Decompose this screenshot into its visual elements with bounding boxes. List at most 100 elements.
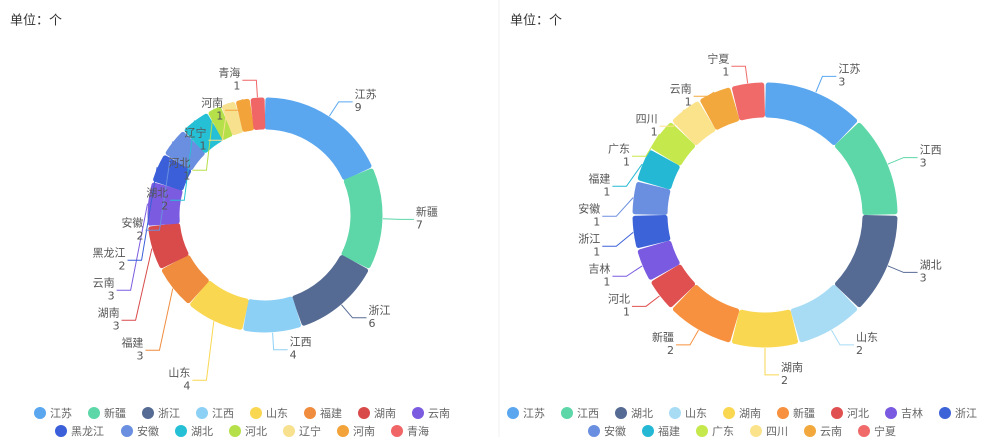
legend-swatch (831, 407, 843, 419)
slice-label: 河北 (168, 156, 190, 169)
slice-label: 浙江 (369, 304, 391, 317)
legend-text: 湖南 (374, 407, 396, 420)
donut-slice (264, 97, 372, 180)
donut-slice (250, 97, 266, 130)
legend-swatch (939, 407, 951, 419)
slice-value: 4 (183, 379, 190, 392)
legend-swatch (337, 425, 349, 437)
donut-slice (765, 82, 858, 146)
legend-text: 江苏 (50, 407, 72, 420)
slice-value: 2 (119, 259, 126, 272)
leader-line (116, 203, 149, 291)
slice-value: 3 (113, 319, 120, 332)
legend-swatch (804, 425, 816, 437)
donut-slice (651, 122, 696, 166)
leader-line (764, 348, 779, 376)
legend-text: 黑龙江 (71, 425, 104, 437)
slice-label: 黑龙江 (93, 246, 126, 259)
slice-value: 3 (920, 271, 927, 284)
slice-label: 湖南 (98, 306, 120, 319)
slice-label: 安徽 (121, 215, 143, 229)
slice-value: 1 (623, 305, 630, 318)
leader-line (815, 75, 837, 93)
legend-text: 福建 (320, 406, 342, 420)
slice-value: 6 (369, 317, 376, 330)
donut-slice (834, 215, 898, 308)
legend-text: 福建 (658, 424, 680, 437)
slice-value: 4 (290, 349, 297, 362)
donut-slice (148, 223, 189, 269)
slice-value: 1 (603, 275, 610, 288)
donut-slice (672, 101, 716, 146)
slice-label: 安徽 (578, 201, 600, 215)
leader-line (887, 265, 918, 273)
legend-swatch (88, 407, 100, 419)
legend-swatch (615, 407, 627, 419)
legend-swatch (507, 407, 519, 419)
legend-text: 浙江 (158, 407, 180, 420)
slice-value: 2 (781, 374, 788, 387)
slice-value: 3 (108, 289, 115, 302)
slice-label: 吉林 (588, 261, 610, 275)
slice-value: 1 (216, 109, 223, 122)
legend-text: 新疆 (793, 406, 815, 420)
slice-value: 1 (603, 185, 610, 198)
slice-value: 1 (722, 65, 729, 78)
legend-text: 湖南 (739, 407, 761, 420)
legend-swatch (642, 425, 654, 437)
leader-line (676, 329, 699, 346)
leader-line (242, 79, 258, 98)
legend-text: 云南 (428, 407, 450, 420)
donut-slice (632, 215, 671, 248)
unit-label: 单位：个 (510, 14, 562, 29)
donut-slice (637, 240, 680, 280)
slice-value: 1 (593, 215, 600, 228)
slice-value: 1 (593, 245, 600, 258)
slice-label: 青海 (218, 65, 240, 79)
slice-value: 2 (667, 344, 674, 357)
leader-line (731, 65, 749, 84)
slice-label: 山东 (168, 366, 190, 379)
legend-swatch (777, 407, 789, 419)
legend-text: 四川 (766, 425, 788, 437)
legend-swatch (175, 425, 187, 437)
slice-label: 湖北 (146, 186, 168, 199)
slice-label: 福建 (121, 335, 143, 349)
donut-slice (732, 82, 765, 121)
leader-line (192, 108, 215, 171)
leader-line (328, 101, 353, 117)
slice-value: 3 (136, 349, 143, 362)
leader-line (693, 91, 715, 97)
legend-swatch (412, 407, 424, 419)
slice-label: 辽宁 (184, 125, 206, 139)
slice-value: 9 (355, 101, 362, 114)
legend-swatch (34, 407, 46, 419)
slice-value: 1 (233, 79, 240, 92)
legend-swatch (723, 407, 735, 419)
leader-line (208, 102, 229, 141)
slice-value: 3 (920, 157, 927, 170)
legend-swatch (561, 407, 573, 419)
legend-text: 湖北 (631, 407, 653, 420)
legend-swatch (588, 425, 600, 437)
legend-swatch (304, 407, 316, 419)
donut-slice (190, 280, 249, 330)
slice-value: 2 (136, 229, 143, 242)
leader-line (612, 163, 643, 187)
legend-text: 湖北 (191, 425, 213, 437)
legend-text: 青海 (407, 424, 429, 437)
leader-line (887, 157, 918, 165)
donut-slice (672, 284, 740, 343)
legend-text: 新疆 (104, 406, 126, 420)
slice-value: 2 (161, 199, 168, 212)
slice-label: 江西 (290, 336, 312, 349)
slice-value: 2 (856, 344, 863, 357)
legend-swatch (283, 425, 295, 437)
legend-text: 安徽 (604, 424, 626, 437)
legend-text: 宁夏 (874, 424, 896, 437)
leader-line (225, 99, 243, 111)
donut-slice (165, 131, 205, 171)
donut-slice (153, 155, 192, 191)
leader-line (170, 120, 195, 201)
legend-text: 山东 (266, 407, 288, 420)
